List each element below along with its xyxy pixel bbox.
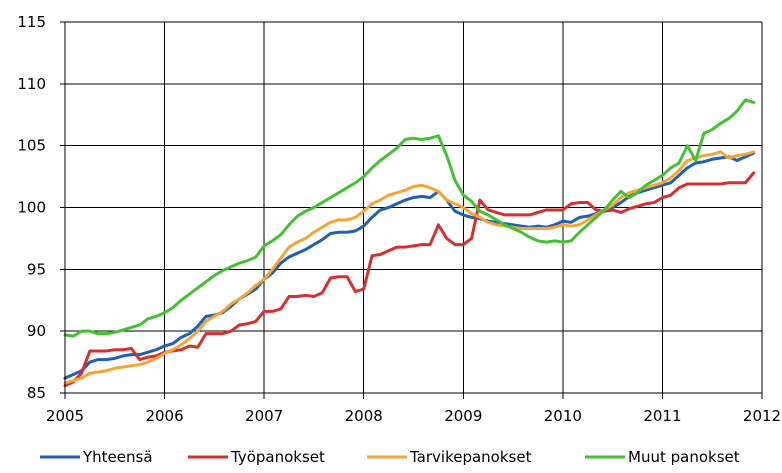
x-tick-label: 2005 (46, 407, 84, 425)
y-tick-label: 115 (17, 13, 46, 31)
y-tick-label: 95 (27, 260, 46, 278)
x-tick-label: 2011 (643, 407, 681, 425)
legend: Yhteensä Työpanokset Tarvikepanokset Muut p… (40, 448, 740, 466)
x-tick-label: 2008 (345, 407, 383, 425)
series-line-tarvikepanokset (63, 150, 756, 385)
x-tick-label: 2007 (245, 407, 283, 425)
y-tick-label: 100 (17, 199, 46, 217)
axes: 85 90 95 100 105 110 115 2005 2006 2007 2008 2009 20… (17, 13, 781, 425)
x-tick-label: 2010 (544, 407, 582, 425)
y-tick-label: 90 (27, 322, 46, 340)
legend-label-tarvikepanokset: Tarvikepanokset (409, 448, 532, 466)
series-line-muut-panokset (63, 98, 756, 338)
series-lines (63, 98, 756, 388)
y-tick-label: 85 (27, 384, 46, 402)
x-tick-label: 2012 (743, 407, 781, 425)
series-line-ty-panokset (63, 171, 756, 388)
y-tick-label: 105 (17, 137, 46, 155)
y-tick-label: 110 (17, 75, 46, 93)
legend-label-yhteens-: Yhteensä (82, 448, 153, 466)
grid (64, 21, 763, 394)
legend-label-muut-panokset: Muut panokset (628, 448, 740, 466)
legend-label-ty-panokset: Työpanokset (230, 448, 325, 466)
x-tick-label: 2006 (145, 407, 183, 425)
x-tick-label: 2009 (444, 407, 482, 425)
